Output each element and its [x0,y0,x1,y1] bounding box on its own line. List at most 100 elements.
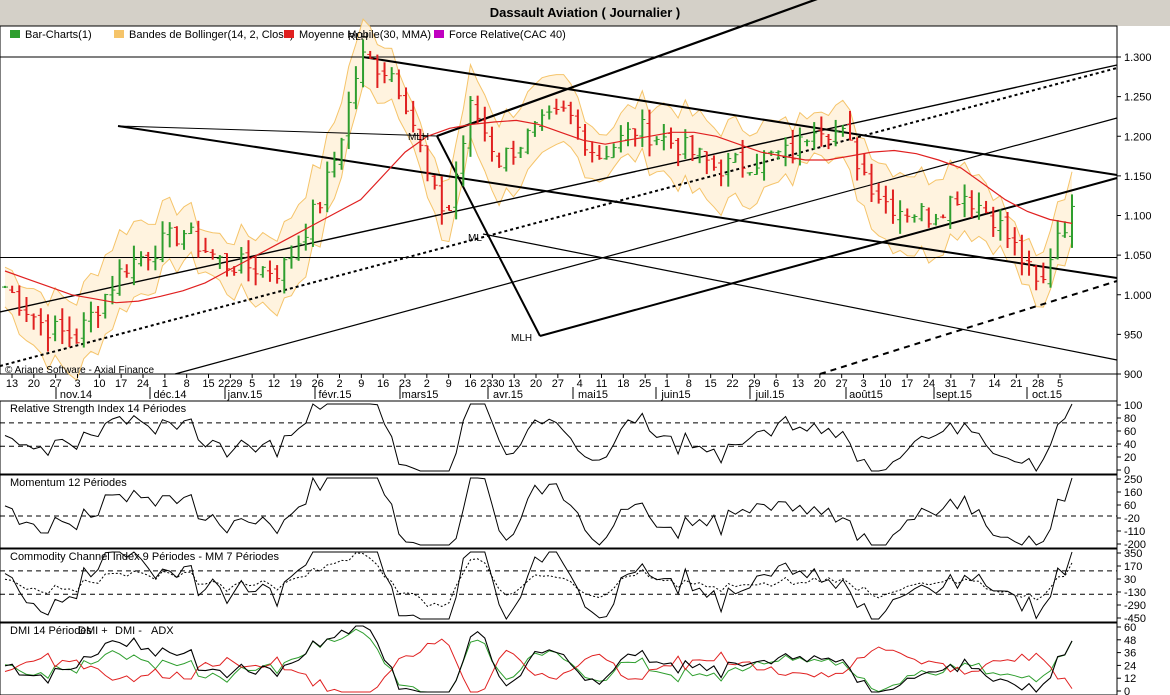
bollinger-upper-line [4,18,1073,307]
indicator-y-label: 12 [1124,673,1136,685]
indicator-y-label: 60 [1124,622,1136,634]
x-month-label: mai15 [578,389,608,401]
x-tick-label: 10 [93,378,105,390]
x-tick-label: 21 [1010,378,1022,390]
annotation-rlh: RLH [348,32,368,43]
y-tick-label: 1.200 [1124,131,1152,143]
x-tick-label: 13 [6,378,18,390]
indicator-panel-1 [0,474,1118,549]
y-tick-label: 1.150 [1124,171,1152,183]
x-tick-label: 23 [399,378,411,390]
x-tick-label: 27 [50,378,62,390]
x-tick-label: 31 [945,378,957,390]
x-month-label: sept.15 [936,389,972,401]
x-tick-label: 13 [508,378,520,390]
x-month-label: juil.15 [755,389,785,401]
indicator-y-label: 170 [1124,561,1142,573]
trendline-mid [482,233,1118,361]
indicator-title-3: DMI 14 Périodes [10,625,92,637]
x-tick-label: 5 [1057,378,1063,390]
cci-line [4,551,1073,620]
indicator-y-label: -130 [1124,587,1146,599]
x-tick-label: 12 [268,378,280,390]
moving-average-line [4,119,1073,304]
indicator-y-label: 60 [1124,426,1136,438]
x-month-label: nov.14 [60,389,92,401]
dmi-minus-line [4,638,1073,693]
y-axis-band [1117,26,1170,695]
x-month-label: févr.15 [318,389,351,401]
x-tick-label: 14 [988,378,1000,390]
legend-swatch-3 [434,30,444,38]
x-tick-label: 28 [1032,378,1044,390]
y-tick-label: 1.050 [1124,250,1152,262]
indicator-y-label: 36 [1124,648,1136,660]
trendline-connector [117,125,438,137]
annotation-mlh-1: MLH [408,132,429,143]
legend-label-2: Moyenne Mobile(30, MMA) [299,29,431,41]
x-tick-label: 1 [664,378,670,390]
copyright-text: © Ariane Software - Axial Finance [5,365,155,376]
indicator-y-label: 40 [1124,439,1136,451]
x-tick-label: 13 [792,378,804,390]
legend-label-3: Force Relative(CAC 40) [449,29,566,41]
dmi-legend-1: DMI - [115,625,142,637]
indicator-title-2: Commodity Channel Index 9 Périodes - MM … [10,551,280,563]
indicator-y-label: 0 [1124,686,1130,695]
indicator-y-label: 30 [1124,574,1136,586]
x-tick-label: 16 [377,378,389,390]
x-tick-label: 8 [686,378,692,390]
x-tick-label: 24 [137,378,149,390]
trendline-dashed [819,280,1118,375]
legend-swatch-0 [10,30,20,38]
x-tick-label: 25 [639,378,651,390]
x-month-label: août15 [849,389,883,401]
legend-swatch-1 [114,30,124,38]
x-tick-label: 19 [290,378,302,390]
x-tick-label: 27 [552,378,564,390]
x-tick-label: 10 [879,378,891,390]
x-tick-label: 5 [249,378,255,390]
x-tick-label: 4 [577,378,583,390]
indicator-panel-3 [0,622,1118,695]
annotation-ml: ML [468,233,482,244]
y-tick-label: 1.300 [1124,52,1152,64]
y-tick-label: 900 [1124,369,1142,381]
bollinger-band-fill [5,19,1072,381]
x-tick-label: 17 [115,378,127,390]
x-tick-label: 20 [814,378,826,390]
x-tick-label: 2 [336,378,342,390]
x-tick-label: 15 [705,378,717,390]
x-tick-label: 1 [162,378,168,390]
indicator-title-0: Relative Strength Index 14 Périodes [10,403,187,415]
indicator-y-label: -290 [1124,600,1146,612]
x-month-label: déc.14 [153,389,186,401]
momentum-line [4,476,1073,546]
x-tick-label: 9 [446,378,452,390]
indicator-y-label: 80 [1124,413,1136,425]
x-month-label: juin15 [660,389,690,401]
y-tick-label: 1.250 [1124,92,1152,104]
x-tick-label: 15 [202,378,214,390]
trendline-channel-2 [174,117,1118,375]
legend-swatch-2 [284,30,294,38]
trendline-support [539,177,1118,337]
dmi-legend-2: ADX [151,625,174,637]
date-axis-band [0,374,1170,401]
x-tick-label: 22 [726,378,738,390]
indicator-y-label: 160 [1124,487,1142,499]
x-month-label: oct.15 [1032,389,1062,401]
trendline-resistance [362,56,1118,176]
trendline-pitchfork-top [436,0,818,138]
x-tick-label: 8 [184,378,190,390]
indicator-y-label: -20 [1124,513,1140,525]
x-tick-label: 27 [836,378,848,390]
indicator-y-label: -110 [1124,526,1145,538]
x-tick-label: 2 [424,378,430,390]
x-tick-label: 11 [596,378,607,390]
dmi-legend-0: DMI + [78,625,108,637]
x-tick-label: 7 [970,378,976,390]
x-tick-label: 20 [530,378,542,390]
